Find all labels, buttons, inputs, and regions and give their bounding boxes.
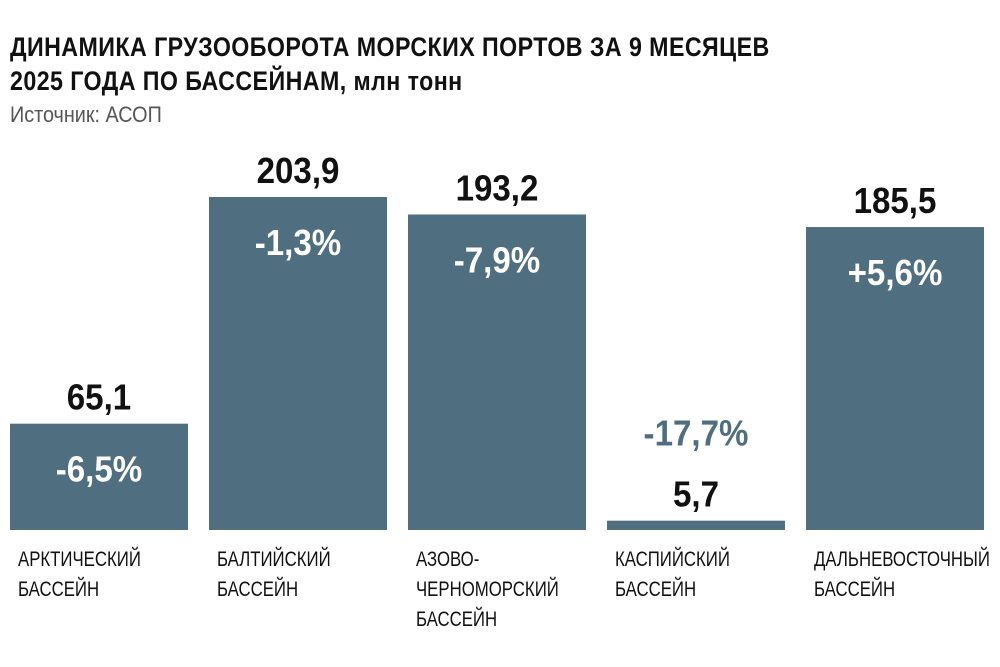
bar: [209, 197, 387, 530]
category-label: БАССЕЙН: [416, 607, 497, 631]
category-label: АРКТИЧЕСКИЙ: [18, 547, 141, 571]
value-label: 185,5: [854, 182, 937, 222]
bar: [806, 227, 984, 530]
category-label: БАССЕЙН: [217, 577, 298, 601]
category-label: БАЛТИЙСКИЙ: [217, 547, 331, 571]
category-label: КАСПИЙСКИЙ: [615, 547, 730, 571]
bar: [10, 423, 188, 530]
change-label: -17,7%: [644, 414, 749, 454]
change-label: -1,3%: [255, 224, 342, 264]
value-label: 203,9: [257, 152, 340, 192]
title-line: 2025 ГОДА ПО БАССЕЙНАМ, млн тонн: [10, 66, 463, 96]
value-label: 65,1: [67, 378, 131, 418]
category-label: АЗОВО-: [416, 548, 479, 571]
value-label: 193,2: [456, 169, 539, 209]
title-line: ДИНАМИКА ГРУЗООБОРОТА МОРСКИХ ПОРТОВ ЗА …: [10, 32, 770, 62]
category-label: БАССЕЙН: [615, 577, 696, 601]
change-label: +5,6%: [848, 254, 943, 294]
category-label: ДАЛЬНЕВОСТОЧНЫЙ: [814, 547, 990, 571]
bar: [607, 520, 785, 530]
bar: [408, 214, 586, 531]
value-label: 5,7: [673, 475, 719, 515]
category-label: БАССЕЙН: [814, 577, 895, 601]
category-label: БАССЕЙН: [18, 577, 99, 601]
change-label: -6,5%: [56, 450, 143, 490]
change-label: -7,9%: [454, 241, 541, 281]
category-label: ЧЕРНОМОРСКИЙ: [416, 577, 559, 601]
chart-title: ДИНАМИКА ГРУЗООБОРОТА МОРСКИХ ПОРТОВ ЗА …: [10, 30, 770, 98]
source-note: Источник: АСОП: [10, 102, 162, 127]
